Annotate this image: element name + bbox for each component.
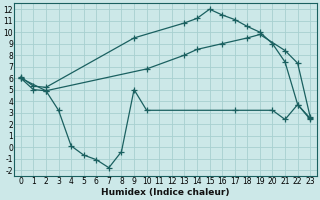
X-axis label: Humidex (Indice chaleur): Humidex (Indice chaleur) — [101, 188, 230, 197]
